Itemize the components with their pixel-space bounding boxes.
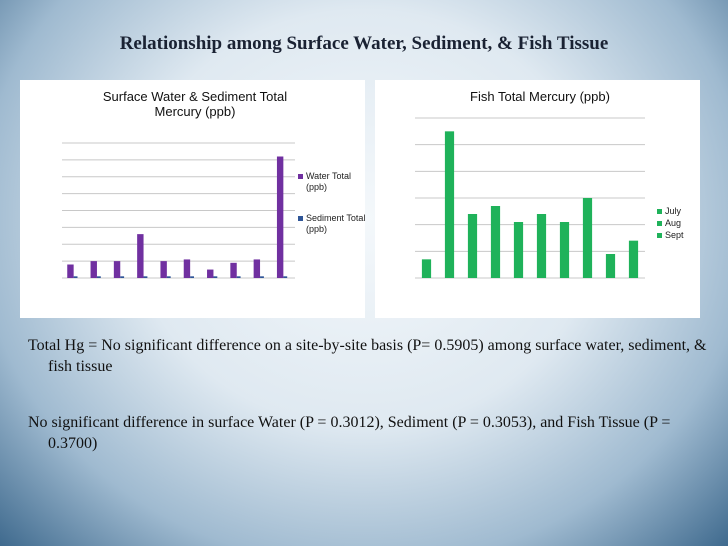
bar [283,276,288,278]
bar [113,261,121,278]
bar [67,264,74,278]
slide-title: Relationship among Surface Water, Sedime… [119,33,609,54]
bar [96,276,101,278]
bar [90,261,97,278]
bar [183,259,191,278]
body-text: No significant difference in surface Wat… [28,414,671,452]
chart-title: Fish Total Mercury (ppb) [470,89,610,104]
bar [444,131,455,278]
bar [236,276,241,278]
legend-label: Sediment Total (ppb) [306,213,366,234]
legend-label: Sept [665,230,684,240]
bar [190,276,194,278]
bar [536,214,547,278]
bar [513,222,524,278]
body-text: Total Hg = No significant difference on … [28,337,707,375]
bar [260,276,264,278]
bar [73,276,78,278]
bar [628,240,639,278]
bar [605,254,616,278]
bar [166,276,171,278]
legend-label: July [665,206,682,216]
bar [213,276,218,278]
legend-label: Aug [665,218,682,228]
bar [467,214,478,278]
bar [582,198,593,278]
bar [207,269,214,278]
legend-swatch [298,174,303,179]
bar [421,259,432,278]
legend-label: Water Total (ppb) [306,171,352,192]
bar [230,262,237,278]
legend-swatch [657,209,662,214]
bar [559,222,570,278]
chart-title: Surface Water & Sediment Total Mercury (… [102,89,288,119]
bar [490,206,501,278]
bar [276,156,284,278]
legend-swatch [657,233,662,238]
legend-swatch [657,221,662,226]
bar [120,276,125,278]
bar [253,259,261,278]
legend-swatch [298,216,303,221]
bar [143,276,148,278]
bar [137,234,144,278]
bar [160,261,167,278]
